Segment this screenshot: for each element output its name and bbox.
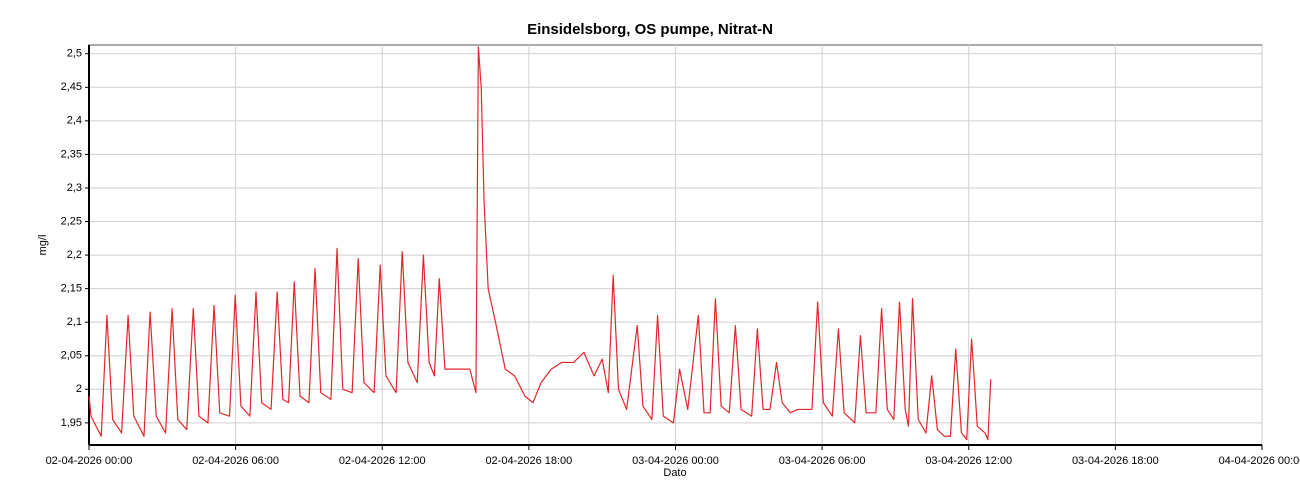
data-line: [88, 46, 992, 441]
x-tick-label: 02-04-2026 00:00: [46, 455, 133, 467]
y-axis-label: mg/l: [37, 235, 49, 256]
x-tick-label: 03-04-2026 06:00: [779, 455, 866, 467]
x-tick-label: 02-04-2026 12:00: [339, 455, 426, 467]
x-tick-label: 04-04-2026 00:00: [1219, 455, 1300, 467]
x-axis-label: Dato: [663, 467, 686, 479]
x-tick-label: 02-04-2026 06:00: [192, 455, 279, 467]
y-tick-label: 2,25: [61, 215, 82, 227]
x-tick-label: 02-04-2026 18:00: [485, 455, 572, 467]
y-tick-label: 2,2: [67, 249, 82, 261]
y-tick-label: 2,4: [67, 115, 82, 127]
y-tick-label: 2,3: [67, 182, 82, 194]
y-tick-label: 1,95: [61, 417, 82, 429]
y-tick-label: 2,5: [67, 48, 82, 60]
x-tick-label: 03-04-2026 18:00: [1072, 455, 1159, 467]
x-tick-label: 03-04-2026 00:00: [632, 455, 719, 467]
y-tick-label: 2,1: [67, 316, 82, 328]
y-tick-label: 2,35: [61, 148, 82, 160]
y-tick-label: 2,05: [61, 350, 82, 362]
y-tick-label: 2,15: [61, 283, 82, 295]
y-tick-label: 2,45: [61, 81, 82, 93]
y-tick-label: 2: [76, 383, 82, 395]
x-tick-label: 03-04-2026 12:00: [925, 455, 1012, 467]
chart-title: Einsidelsborg, OS pumpe, Nitrat-N: [527, 21, 773, 38]
